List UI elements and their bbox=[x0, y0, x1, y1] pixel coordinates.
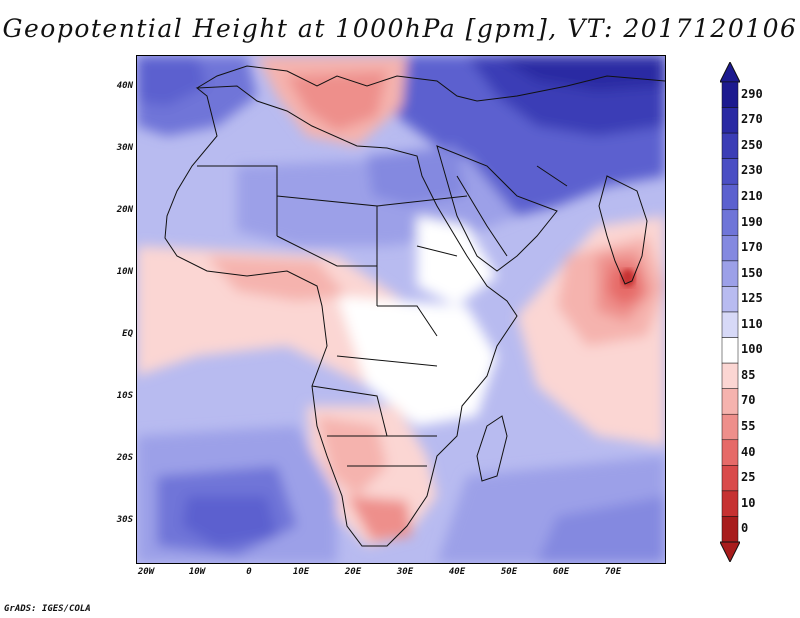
colorbar-segment bbox=[721, 158, 739, 185]
colorbar-segment bbox=[721, 209, 739, 236]
colorbar-segment bbox=[721, 132, 739, 159]
x-tick-label: 50E bbox=[500, 567, 518, 577]
colorbar-level-label: 290 bbox=[741, 86, 763, 101]
geopotential-map bbox=[137, 56, 665, 563]
colorbar-segment bbox=[721, 516, 739, 543]
colorbar-level-label: 25 bbox=[741, 470, 756, 485]
colorbar-segment bbox=[721, 81, 739, 108]
colorbar-segment bbox=[721, 337, 739, 364]
y-tick-label: EQ bbox=[122, 329, 133, 339]
chart-title: Geopotential Height at 1000hPa [gpm], VT… bbox=[2, 14, 798, 43]
credit-text: GrADS: IGES/COLA bbox=[4, 604, 91, 614]
colorbar-level-label: 150 bbox=[741, 265, 763, 280]
x-tick-label: 60E bbox=[552, 567, 570, 577]
y-tick-label: 20S bbox=[116, 453, 133, 463]
colorbar-segment bbox=[721, 260, 739, 287]
colorbar-segment bbox=[721, 362, 739, 389]
colorbar-segment bbox=[721, 439, 739, 466]
colorbar-segment bbox=[721, 107, 739, 134]
colorbar-level-label: 85 bbox=[741, 367, 756, 382]
colorbar-level-label: 190 bbox=[741, 214, 763, 229]
y-tick-label: 40N bbox=[116, 81, 133, 91]
colorbar-segment bbox=[721, 388, 739, 415]
colorbar-level-label: 230 bbox=[741, 163, 763, 178]
colorbar-segment bbox=[721, 465, 739, 492]
colorbar-segment bbox=[721, 311, 739, 338]
x-tick-label: 40E bbox=[448, 567, 466, 577]
colorbar-level-label: 170 bbox=[741, 240, 763, 255]
colorbar-level-label: 125 bbox=[741, 291, 763, 306]
colorbar-top-arrow bbox=[720, 62, 740, 83]
colorbar-segment bbox=[721, 413, 739, 441]
colorbar-segment bbox=[721, 490, 739, 517]
colorbar-bottom-arrow bbox=[720, 541, 740, 562]
colorbar-level-label: 40 bbox=[741, 444, 756, 459]
x-tick-label: 10W bbox=[188, 567, 206, 577]
colorbar bbox=[720, 62, 740, 562]
y-tick-label: 30N bbox=[116, 143, 133, 153]
colorbar-level-label: 0 bbox=[741, 521, 749, 536]
colorbar-level-label: 270 bbox=[741, 112, 763, 127]
y-tick-label: 10S bbox=[116, 391, 133, 401]
colorbar-segment bbox=[721, 235, 739, 262]
x-tick-label: 70E bbox=[604, 567, 622, 577]
colorbar-segment bbox=[721, 286, 739, 313]
colorbar-level-label: 250 bbox=[741, 137, 763, 152]
colorbar-level-label: 110 bbox=[741, 316, 763, 331]
y-tick-label: 20N bbox=[116, 205, 133, 215]
x-tick-label: 30E bbox=[396, 567, 414, 577]
coastlines bbox=[164, 65, 665, 547]
colorbar-level-label: 210 bbox=[741, 189, 763, 203]
x-tick-label: 10E bbox=[292, 567, 310, 577]
colorbar-segment bbox=[721, 183, 739, 211]
x-tick-label: 0 bbox=[246, 567, 252, 577]
y-tick-label: 30S bbox=[116, 515, 133, 525]
map-plot-area bbox=[136, 55, 666, 564]
y-tick-label: 10N bbox=[116, 267, 133, 277]
colorbar-level-label: 100 bbox=[741, 342, 763, 357]
colorbar-level-label: 55 bbox=[741, 419, 756, 433]
height-field-shading bbox=[137, 56, 665, 563]
x-tick-label: 20E bbox=[344, 567, 362, 577]
colorbar-level-label: 70 bbox=[741, 393, 756, 408]
x-tick-label: 20W bbox=[137, 567, 155, 577]
colorbar-level-label: 10 bbox=[741, 495, 756, 510]
